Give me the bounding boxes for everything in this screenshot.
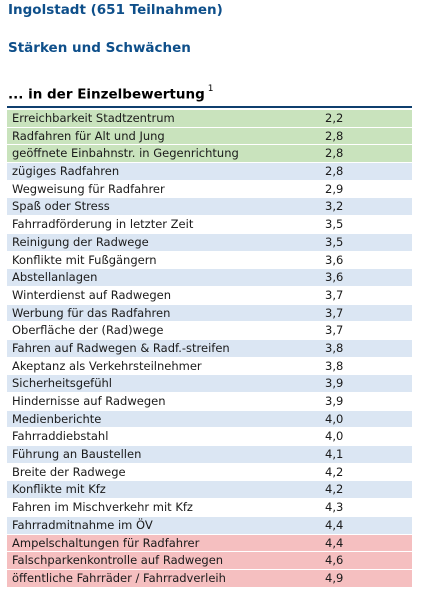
page-subtitle: Stärken und Schwächen — [8, 40, 191, 56]
table-row: Winterdienst auf Radwegen 3,7 — [7, 286, 412, 305]
row-value: 4,3 — [325, 500, 344, 515]
row-value: 4,4 — [325, 517, 344, 532]
row-label: Winterdienst auf Radwegen — [12, 287, 171, 302]
row-label: Wegweisung für Radfahrer — [12, 181, 165, 196]
row-value: 4,1 — [325, 447, 344, 462]
row-value: 4,2 — [325, 482, 344, 497]
row-value: 4,9 — [325, 570, 344, 585]
row-value: 2,8 — [325, 164, 344, 179]
row-label: Fahrraddiebstahl — [12, 429, 109, 444]
row-label: Fahren im Mischverkehr mit Kfz — [12, 500, 193, 515]
row-label: öffentliche Fahrräder / Fahrradverleih — [12, 570, 226, 585]
row-value: 4,0 — [325, 411, 344, 426]
row-label: Falschparkenkontrolle auf Radwegen — [12, 553, 224, 568]
table-row: Spaß oder Stress 3,2 — [7, 198, 412, 217]
row-value: 3,5 — [325, 217, 344, 232]
table-row: Abstellanlagen 3,6 — [7, 269, 412, 287]
row-label: Hindernisse auf Radwegen — [12, 394, 166, 408]
table-row: Fahrradförderung in letzter Zeit 3,5 — [7, 216, 412, 234]
section-label: ... in der Einzelbewertung — [8, 86, 205, 103]
table-row: Fahren im Mischverkehr mit Kfz 4,3 — [7, 499, 412, 517]
row-value: 3,2 — [325, 199, 344, 214]
table-row: Fahrradmitnahme im ÖV 4,4 — [7, 516, 412, 535]
page-title: Ingolstadt (651 Teilnahmen) — [8, 2, 223, 18]
row-label: Fahrradförderung in letzter Zeit — [12, 217, 194, 232]
row-label: Medienberichte — [12, 411, 102, 426]
row-label: zügiges Radfahren — [12, 164, 120, 179]
row-value: 3,7 — [325, 305, 344, 320]
row-label: geöffnete Einbahnstr. in Gegenrichtung — [12, 146, 239, 161]
table-row: Radfahren für Alt und Jung 2,8 — [7, 127, 412, 146]
row-value: 3,6 — [325, 270, 344, 285]
row-value: 3,9 — [325, 394, 344, 408]
table-row: öffentliche Fahrräder / Fahrradverleih 4,… — [7, 569, 412, 588]
row-value: 4,0 — [325, 429, 344, 444]
ratings-table: Erreichbarkeit Stadtzentrum 2,2 Radfahren … — [7, 110, 412, 588]
row-value: 2,8 — [325, 146, 344, 161]
table-row: Hindernisse auf Radwegen 3,9 — [7, 393, 412, 411]
table-row: Falschparkenkontrolle auf Radwegen 4,6 — [7, 552, 412, 570]
row-label: Erreichbarkeit Stadtzentrum — [12, 111, 175, 125]
row-value: 3,5 — [325, 234, 344, 249]
row-value: 3,7 — [325, 323, 344, 338]
row-label: Reinigung der Radwege — [12, 234, 149, 249]
row-value: 4,6 — [325, 553, 344, 568]
row-value: 3,8 — [325, 358, 344, 373]
row-label: Ampelschaltungen für Radfahrer — [12, 535, 200, 550]
row-label: Fahrradmitnahme im ÖV — [12, 517, 153, 532]
row-label: Spaß oder Stress — [12, 199, 110, 214]
row-value: 3,6 — [325, 252, 344, 267]
row-label: Oberfläche der (Rad)wege — [12, 323, 164, 338]
row-value: 2,8 — [325, 128, 344, 143]
row-value: 3,9 — [325, 376, 344, 391]
header-rule — [7, 106, 412, 108]
row-label: Radfahren für Alt und Jung — [12, 128, 165, 143]
table-row: Sicherheitsgefühl 3,9 — [7, 375, 412, 393]
table-row: Konflikte mit Kfz 4,2 — [7, 481, 412, 500]
row-label: Konflikte mit Fußgängern — [12, 252, 157, 267]
row-value: 3,8 — [325, 340, 344, 355]
table-row: Werbung für das Radfahren 3,7 — [7, 304, 412, 323]
table-row: Reinigung der Radwege 3,5 — [7, 233, 412, 252]
row-label: Fahren auf Radwegen & Radf.-streifen — [12, 340, 230, 355]
row-label: Werbung für das Radfahren — [12, 305, 171, 320]
table-row: Breite der Radwege 4,2 — [7, 463, 412, 482]
row-label: Sicherheitsgefühl — [12, 376, 112, 391]
table-row: Medienberichte 4,0 — [7, 410, 412, 429]
row-value: 4,4 — [325, 535, 344, 550]
row-value: 2,9 — [325, 181, 344, 196]
footnote-marker: 1 — [207, 84, 214, 94]
table-row: Fahren auf Radwegen & Radf.-streifen 3,8 — [7, 339, 412, 358]
table-row: Ampelschaltungen für Radfahrer 4,4 — [7, 534, 412, 553]
row-label: Abstellanlagen — [12, 270, 98, 285]
row-value: 2,2 — [325, 111, 344, 125]
section-heading: ... in der Einzelbewertung 1 — [8, 84, 214, 103]
row-value: 3,7 — [325, 287, 344, 302]
table-row: geöffnete Einbahnstr. in Gegenrichtung 2,… — [7, 145, 412, 164]
row-label: Führung an Baustellen — [12, 447, 142, 462]
row-label: Konflikte mit Kfz — [12, 482, 106, 497]
table-row: Fahrraddiebstahl 4,0 — [7, 428, 412, 447]
table-row: Akeptanz als Verkehrsteilnehmer 3,8 — [7, 357, 412, 376]
row-label: Breite der Radwege — [12, 464, 126, 479]
table-row: Wegweisung für Radfahrer 2,9 — [7, 180, 412, 199]
row-label: Akeptanz als Verkehrsteilnehmer — [12, 358, 202, 373]
table-row: Erreichbarkeit Stadtzentrum 2,2 — [7, 110, 412, 128]
table-row: Konflikte mit Fußgängern 3,6 — [7, 251, 412, 270]
table-row: Führung an Baustellen 4,1 — [7, 446, 412, 464]
table-row: zügiges Radfahren 2,8 — [7, 163, 412, 181]
row-value: 4,2 — [325, 464, 344, 479]
table-row: Oberfläche der (Rad)wege 3,7 — [7, 322, 412, 340]
